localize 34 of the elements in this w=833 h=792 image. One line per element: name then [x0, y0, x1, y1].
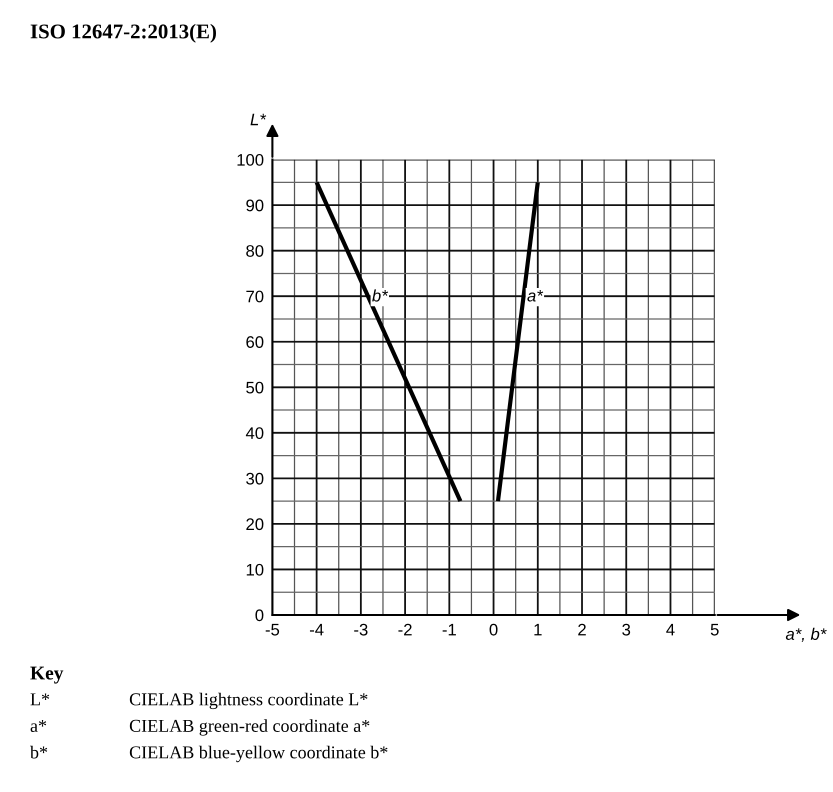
x-tick-label: 1 — [534, 624, 542, 636]
y-axis-title: L* — [250, 114, 266, 126]
x-tick-label: 0 — [490, 624, 498, 636]
x-tick-label: 2 — [578, 624, 586, 636]
y-tick-label: 50 — [246, 382, 264, 394]
x-tick-label: -2 — [398, 624, 412, 636]
text: L* — [30, 693, 50, 706]
text: Key — [30, 666, 64, 684]
x-tick-label: -3 — [354, 624, 368, 636]
y-tick-label: 40 — [246, 427, 264, 440]
text: CIELAB green-red coordinate a* — [130, 719, 370, 736]
x-axis-title: a*, b* — [786, 628, 827, 642]
text: CIELAB blue-yellow coordinate b* — [130, 746, 388, 762]
x-tick-label: 5 — [710, 624, 719, 636]
y-tick-label: 100 — [238, 154, 264, 166]
x-tick-label: -1 — [442, 624, 456, 636]
text: a* — [30, 720, 46, 732]
series-label: b* — [372, 289, 388, 302]
text: b* — [30, 746, 48, 759]
x-tick-label: -5 — [266, 624, 280, 636]
x-tick-label: 4 — [666, 624, 675, 636]
x-tick-label: 3 — [622, 624, 630, 636]
y-tick-label: 90 — [246, 200, 264, 212]
chart-title: ISO 12647-2:2013(E) — [30, 24, 216, 43]
text: CIELAB lightness coordinate L* — [130, 692, 368, 710]
y-tick-label: 30 — [246, 472, 264, 485]
series-label: a* — [527, 290, 544, 302]
y-tick-label: 20 — [246, 518, 264, 530]
y-tick-label: 80 — [246, 245, 264, 257]
y-tick-label: 60 — [246, 336, 264, 348]
x-tick-label: -4 — [310, 624, 324, 636]
y-tick-label: 0 — [255, 609, 264, 622]
y-tick-label: 10 — [246, 564, 264, 576]
y-tick-label: 70 — [246, 290, 264, 302]
